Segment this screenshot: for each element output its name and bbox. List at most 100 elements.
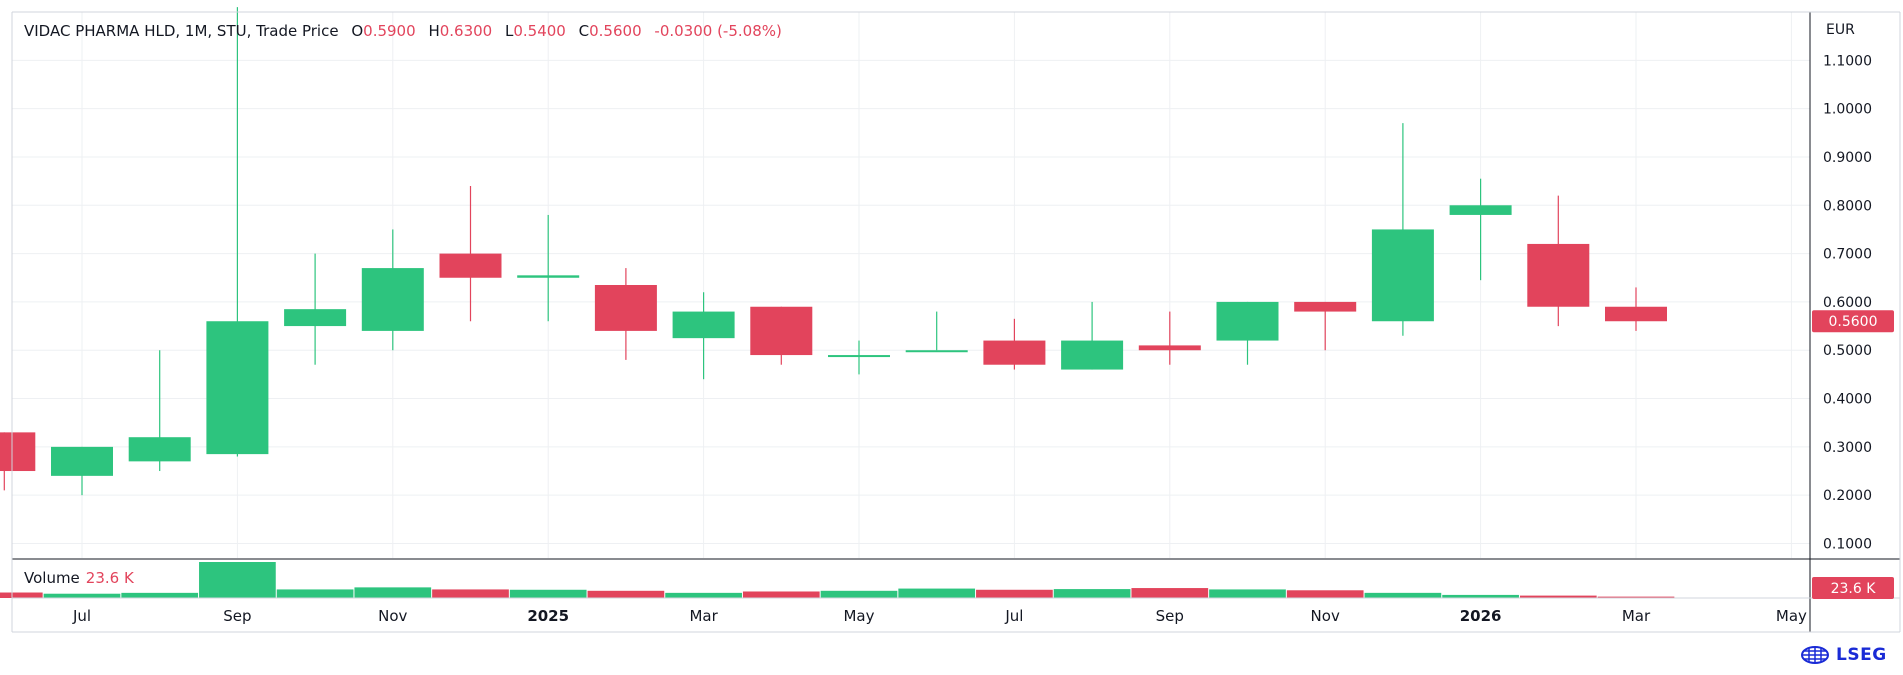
candle (1449, 178, 1512, 281)
volume-bar (509, 589, 587, 598)
volume-bar (742, 591, 820, 598)
x-tick-label: May (1776, 607, 1807, 625)
candle (439, 185, 502, 322)
y-tick-label: 1.0000 (1823, 102, 1872, 118)
candle (905, 311, 968, 353)
candle-body (983, 340, 1046, 365)
symbol-label: VIDAC PHARMA HLD, 1M, STU, Trade Price (24, 22, 339, 40)
last-price-value: 0.5600 (1829, 314, 1878, 330)
y-tick-label: 0.5000 (1823, 343, 1872, 359)
candles (0, 7, 1667, 496)
candle-body (0, 432, 36, 472)
candle-body (128, 437, 191, 462)
candle-body (361, 268, 424, 331)
candle-body (1216, 301, 1279, 341)
volume-bar (1597, 596, 1675, 598)
candle-body (594, 285, 657, 331)
x-tick-label: Mar (689, 607, 718, 625)
candle-body (750, 306, 813, 356)
candle (1605, 287, 1667, 331)
axes: 0.1000 0.2000 0.3000 0.4000 0.5000 0.6000 0.70… (11, 11, 1901, 633)
x-tick-label: Sep (1156, 607, 1184, 625)
candle (1294, 301, 1357, 351)
candle (51, 446, 113, 496)
open-value: 0.5900 (363, 22, 416, 40)
volume-bar (276, 589, 354, 598)
volume-bar (665, 592, 742, 598)
currency-label[interactable]: EUR (1826, 22, 1855, 38)
volume-bar (199, 562, 276, 598)
candle-body (672, 311, 735, 339)
x-tick-label: Nov (1311, 607, 1340, 625)
candle (0, 432, 36, 491)
candle (672, 292, 735, 380)
y-tick-label: 0.8000 (1823, 198, 1872, 214)
volume-bars (0, 562, 1675, 598)
change-value: -0.0300 (-5.08%) (654, 22, 782, 40)
y-tick-label: 1.1000 (1823, 53, 1872, 69)
brand-logo[interactable]: LSEG (1800, 644, 1887, 666)
volume-bar (121, 592, 199, 598)
volume-badge (1812, 577, 1894, 599)
x-tick-label: 2026 (1460, 607, 1502, 625)
high-label: H (428, 22, 440, 40)
candle-body (517, 275, 580, 278)
volume-bar (1131, 588, 1209, 598)
candle-body (284, 309, 347, 327)
candle (1216, 301, 1279, 365)
candle-body (51, 446, 113, 476)
volume-bar (1519, 595, 1597, 598)
candle-body (206, 321, 269, 455)
y-tick-label: 0.6000 (1823, 295, 1872, 311)
x-tick-label: Jul (1004, 607, 1023, 625)
close-label: C (578, 22, 590, 40)
volume-label: Volume (24, 569, 80, 587)
y-tick-label: 0.7000 (1823, 247, 1872, 263)
volume-bar (898, 588, 976, 598)
candle-body (1449, 205, 1512, 215)
volume-bar (1364, 592, 1442, 598)
candle (206, 7, 269, 457)
low-value: 0.5400 (513, 22, 566, 40)
candle-body (1294, 301, 1357, 312)
candle (983, 318, 1046, 370)
high-value: 0.6300 (439, 22, 493, 40)
candle-body (1371, 229, 1434, 322)
candle (1371, 123, 1434, 336)
volume-bar (976, 589, 1053, 598)
candle (517, 214, 580, 322)
candle (361, 229, 424, 351)
candle-body (1138, 345, 1201, 351)
x-tick-label: Jul (72, 607, 91, 625)
x-tick-label: Nov (378, 607, 407, 625)
last-price-badge (1812, 310, 1894, 333)
candle (1527, 195, 1590, 327)
volume-value: 23.6 K (85, 569, 134, 587)
volume-badge-value: 23.6 K (1831, 581, 1877, 597)
globe-icon (1801, 646, 1829, 664)
y-tick-label: 0.1000 (1823, 537, 1872, 553)
x-tick-label: 2025 (527, 607, 569, 625)
y-tick-label: 0.9000 (1823, 150, 1872, 166)
open-label: O (351, 22, 364, 40)
candle (750, 306, 813, 365)
volume-bar (1286, 590, 1364, 598)
candle-body (828, 355, 890, 358)
candle-body (439, 253, 502, 278)
volume-bar (354, 587, 432, 598)
volume-bar (432, 589, 509, 598)
candle (594, 268, 657, 360)
candle-body (1527, 243, 1590, 307)
volume-bar (43, 593, 121, 598)
volume-legend: Volume 23.6 K (24, 569, 134, 587)
volume-bar (820, 590, 898, 598)
y-tick-label: 0.4000 (1823, 392, 1872, 408)
volume-bar (1442, 594, 1519, 598)
candle-body (1605, 306, 1667, 322)
candle (284, 253, 347, 365)
volume-bar (0, 592, 43, 598)
candle-body (1061, 340, 1124, 370)
y-tick-label: 0.2000 (1823, 488, 1872, 504)
